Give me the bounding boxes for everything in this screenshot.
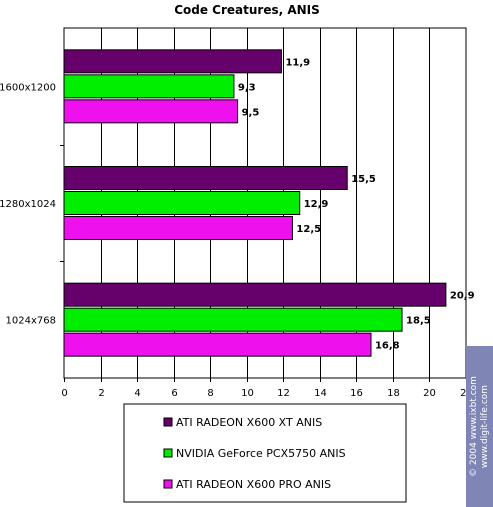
data-label: 12,5 <box>296 224 321 235</box>
legend-label: ATI RADEON X600 PRO ANIS <box>176 478 331 491</box>
bar <box>63 74 235 99</box>
legend: ATI RADEON X600 XT ANIS NVIDIA GeForce PC… <box>123 403 407 503</box>
bar <box>63 49 282 74</box>
bar <box>63 332 372 357</box>
bar <box>63 191 301 215</box>
bar <box>63 307 403 332</box>
chart-title: Code Creatures, ANIS <box>174 3 320 17</box>
x-tick-label: 20 <box>423 388 436 399</box>
x-tick-label: 2 <box>98 388 104 399</box>
y-category-label: 1024x768 <box>6 316 56 327</box>
bars <box>63 49 447 357</box>
data-label: 12,9 <box>304 199 329 210</box>
x-tick-label: 0 <box>61 388 67 399</box>
data-labels: 11,9 9,3 9,5 15,5 12,9 12,5 20,9 18,5 16,8 <box>238 57 475 351</box>
x-tick-label: 4 <box>134 388 140 399</box>
legend-swatch <box>163 479 173 489</box>
x-tick-label: 8 <box>207 388 213 399</box>
data-label: 9,5 <box>242 107 260 118</box>
legend-swatch <box>163 417 173 427</box>
bar <box>63 99 239 124</box>
legend-swatch <box>163 448 173 458</box>
data-label: 9,3 <box>238 82 256 93</box>
data-label: 18,5 <box>406 316 431 327</box>
legend-label: NVIDIA GeForce PCX5750 ANIS <box>176 447 346 460</box>
watermark-line2: www.digit-life.com <box>480 384 490 469</box>
x-tick-label: 16 <box>350 388 363 399</box>
data-label: 16,8 <box>375 341 400 352</box>
x-tick-label: 6 <box>171 388 177 399</box>
data-label: 15,5 <box>351 174 376 185</box>
x-tick-label: 14 <box>314 388 327 399</box>
watermark: © 2004 www.ixbt.com www.digit-life.com <box>466 346 493 507</box>
x-tick-label: 10 <box>241 388 254 399</box>
watermark-line1: © 2004 www.ixbt.com <box>469 376 479 477</box>
data-label: 20,9 <box>450 291 475 302</box>
x-tick-label: 18 <box>387 388 400 399</box>
y-category-label: 1600x1200 <box>0 82 56 93</box>
bar <box>63 216 293 240</box>
bar <box>63 282 447 307</box>
legend-label: ATI RADEON X600 XT ANIS <box>176 416 322 429</box>
x-tick-label: 12 <box>277 388 290 399</box>
bar <box>63 166 348 190</box>
y-category-label: 1280x1024 <box>0 199 56 210</box>
data-label: 11,9 <box>285 57 310 68</box>
